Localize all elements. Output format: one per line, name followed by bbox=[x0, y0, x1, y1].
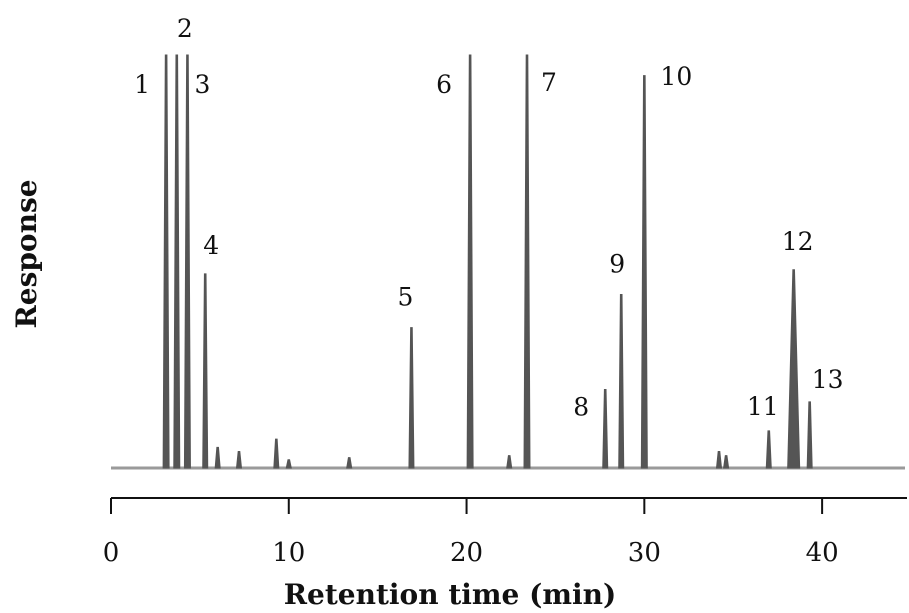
peak-13 bbox=[806, 401, 813, 469]
x-tick-label-10: 10 bbox=[272, 538, 305, 568]
x-tick-label-20: 20 bbox=[450, 538, 483, 568]
peak-4 bbox=[202, 273, 209, 469]
peak-label-4: 4 bbox=[203, 231, 219, 260]
peak-5 bbox=[408, 327, 415, 469]
y-axis-title: Response bbox=[10, 179, 43, 328]
peak-1 bbox=[162, 54, 170, 469]
minor-peak-8 bbox=[723, 455, 730, 469]
peak-label-3: 3 bbox=[194, 70, 210, 99]
x-tick-label-30: 30 bbox=[628, 538, 661, 568]
peak-9 bbox=[618, 294, 625, 469]
minor-peak-4 bbox=[285, 459, 292, 469]
peaks-layer bbox=[162, 54, 813, 469]
minor-peak-1 bbox=[214, 446, 221, 469]
minor-peak-7 bbox=[715, 450, 723, 469]
peak-8 bbox=[602, 389, 609, 469]
peak-label-2: 2 bbox=[177, 14, 193, 43]
x-tick-label-0: 0 bbox=[103, 538, 120, 568]
peak-label-6: 6 bbox=[436, 70, 452, 99]
peak-3 bbox=[183, 54, 191, 469]
peak-10 bbox=[640, 75, 648, 469]
peak-7 bbox=[523, 54, 531, 469]
peak-label-7: 7 bbox=[541, 68, 557, 97]
peak-label-10: 10 bbox=[660, 62, 692, 91]
x-axis-title: Retention time (min) bbox=[284, 578, 616, 611]
peak-6 bbox=[466, 54, 474, 469]
minor-peak-2 bbox=[235, 450, 243, 469]
peak-label-5: 5 bbox=[397, 283, 413, 312]
peak-label-12: 12 bbox=[782, 227, 814, 256]
minor-peak-3 bbox=[273, 438, 280, 469]
peak-label-1: 1 bbox=[134, 70, 150, 99]
minor-peak-5 bbox=[346, 457, 353, 469]
minor-peak-6 bbox=[506, 455, 513, 469]
x-tick-label-40: 40 bbox=[806, 538, 839, 568]
peak-2 bbox=[173, 54, 181, 469]
peak-label-11: 11 bbox=[747, 392, 779, 421]
peak-label-13: 13 bbox=[812, 365, 844, 394]
peak-12 bbox=[787, 269, 801, 469]
peak-label-8: 8 bbox=[573, 393, 589, 422]
peak-label-9: 9 bbox=[609, 250, 625, 279]
peak-11 bbox=[765, 430, 772, 469]
x-axis-ticks: 0 10 20 30 40 bbox=[103, 498, 839, 568]
